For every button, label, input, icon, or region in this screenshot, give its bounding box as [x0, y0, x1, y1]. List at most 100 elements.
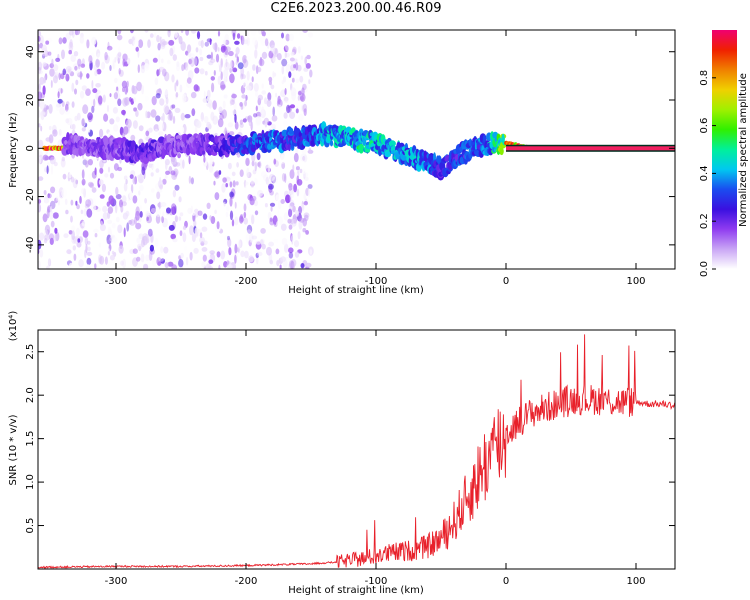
noise-speck [38, 176, 44, 181]
noise-speck [77, 238, 81, 243]
noise-speck [208, 60, 214, 66]
noise-speck [232, 32, 236, 41]
noise-speck [66, 117, 73, 126]
noise-speck [185, 30, 189, 36]
chart-title: C2E6.2023.200.00.46.R09 [270, 1, 442, 16]
noise-speck [118, 68, 121, 75]
noise-speck [44, 229, 49, 240]
noise-speck [113, 163, 119, 171]
noise-speck [304, 214, 309, 222]
noise-speck [217, 75, 222, 86]
noise-speck [257, 192, 261, 198]
noise-speck [305, 262, 312, 268]
noise-speck [224, 61, 231, 71]
noise-speck [64, 109, 70, 115]
noise-speck [299, 168, 303, 174]
noise-speck [229, 73, 235, 84]
noise-speck [69, 209, 72, 214]
noise-speck [220, 84, 227, 90]
noise-speck [219, 193, 225, 202]
noise-speck [191, 233, 196, 243]
noise-speck [155, 93, 161, 99]
noise-speck [40, 125, 43, 132]
noise-speck [260, 30, 265, 35]
noise-speck [51, 58, 54, 68]
noise-speck [264, 203, 268, 208]
noise-speck [116, 53, 121, 62]
noise-speck [122, 212, 128, 220]
noise-speck [255, 91, 258, 97]
noise-speck [88, 126, 91, 133]
noise-speck [307, 32, 314, 38]
noise-speck [175, 92, 179, 98]
noise-speck [96, 49, 101, 58]
noise-speck [220, 71, 223, 81]
noise-speck [86, 39, 90, 49]
noise-speck [44, 224, 51, 235]
noise-speck [50, 186, 56, 194]
noise-speck [303, 108, 307, 116]
noise-speck [194, 67, 200, 74]
noise-speck [217, 47, 220, 52]
noise-speck [224, 51, 229, 56]
noise-speck [204, 70, 208, 76]
noise-speck [253, 178, 258, 185]
noise-speck [133, 107, 138, 112]
noise-speck [82, 230, 89, 238]
noise-speck [167, 114, 172, 121]
noise-speck [219, 64, 222, 73]
noise-speck [225, 58, 228, 68]
noise-speck [150, 41, 154, 46]
noise-speck [67, 68, 72, 74]
snr-ytick-label: 0.5 [25, 518, 36, 534]
noise-speck [65, 32, 71, 40]
noise-speck [237, 239, 241, 249]
noise-speck [280, 199, 285, 204]
noise-speck [79, 195, 82, 204]
noise-speck [112, 107, 118, 114]
noise-speck [248, 255, 254, 263]
noise-speck [120, 204, 124, 213]
noise-speck [258, 58, 265, 67]
noise-speck [49, 210, 54, 220]
spectrogram-ytick-label: 40 [25, 45, 36, 58]
noise-speck [46, 165, 49, 175]
noise-speck [214, 192, 220, 201]
noise-speck [132, 195, 138, 204]
noise-speck [120, 260, 124, 266]
noise-speck [96, 68, 102, 75]
noise-speck [103, 113, 109, 122]
spectrogram-xtick-label: 100 [626, 276, 645, 287]
noise-speck [97, 52, 101, 61]
snr-xtick-label: -100 [365, 576, 388, 587]
noise-speck [195, 47, 199, 53]
noise-speck [135, 222, 142, 230]
noise-speck [255, 252, 259, 259]
noise-speck [68, 230, 73, 235]
noise-speck [55, 66, 59, 75]
noise-speck [189, 225, 194, 236]
noise-speck [188, 58, 193, 65]
noise-speck [284, 173, 287, 183]
noise-speck [81, 118, 85, 127]
noise-speck [132, 120, 138, 129]
noise-speck [246, 37, 250, 46]
noise-speck [145, 110, 148, 119]
noise-speck [217, 30, 221, 37]
noise-speck [68, 41, 74, 52]
noise-speck [141, 84, 145, 95]
noise-speck [109, 172, 115, 179]
noise-speck [115, 186, 119, 196]
noise-speck [46, 265, 50, 269]
snr-ticks: -300 -200 -100 0 100 0.5 1.0 1.5 2.0 2.5 [25, 330, 675, 587]
noise-speck [44, 234, 50, 241]
noise-speck [171, 45, 176, 55]
noise-speck [295, 62, 299, 71]
noise-speck [53, 75, 58, 84]
noise-speck [227, 237, 232, 248]
spectrogram-ylabel: Frequency (Hz) [8, 112, 19, 188]
noise-speck [235, 47, 240, 55]
noise-speck [273, 238, 279, 244]
noise-speck [286, 181, 292, 187]
noise-speck [136, 237, 141, 244]
